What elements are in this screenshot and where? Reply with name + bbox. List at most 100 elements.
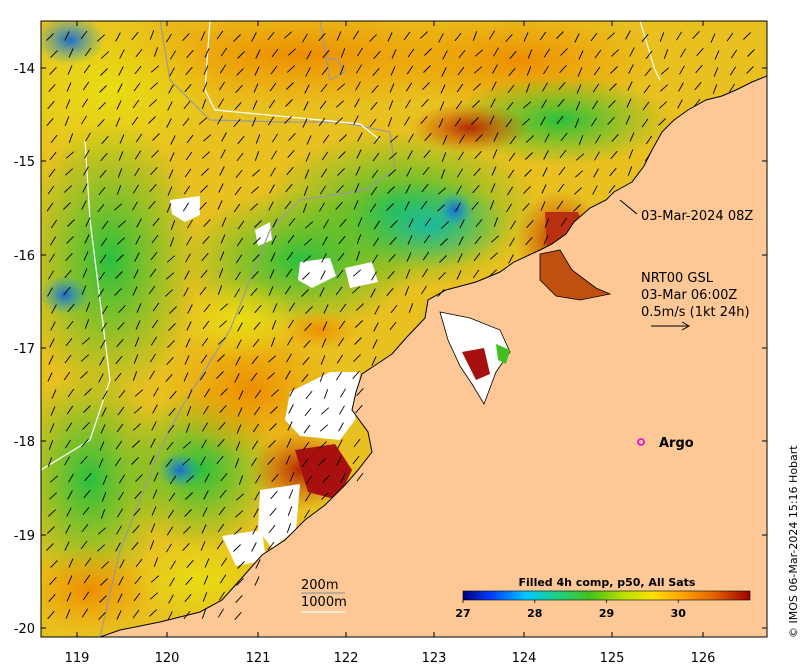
wind-vector <box>218 422 226 430</box>
wind-vector <box>97 203 105 213</box>
wind-vector <box>356 149 362 159</box>
wind-vector <box>594 151 600 161</box>
wind-vector <box>318 458 326 466</box>
wind-vector <box>354 337 362 345</box>
wind-vector <box>234 102 242 110</box>
wind-vector <box>48 270 54 280</box>
wind-vector <box>148 99 158 107</box>
wind-vector <box>254 576 260 586</box>
wind-vector <box>437 187 447 195</box>
wind-vector <box>490 98 496 108</box>
wind-vector <box>236 68 244 76</box>
wind-vector <box>151 506 157 516</box>
wind-vector <box>696 48 704 56</box>
colorbar-tick-label: 29 <box>599 607 614 620</box>
wind-vector <box>117 168 123 178</box>
wind-vector <box>170 220 176 230</box>
wind-vector <box>132 524 140 534</box>
wind-vector <box>84 149 90 159</box>
wind-vector <box>170 135 176 145</box>
wind-vector <box>134 575 142 585</box>
wind-vector <box>543 65 549 75</box>
wind-vector <box>50 50 58 58</box>
wind-vector <box>387 117 393 127</box>
wind-vector <box>168 84 174 94</box>
wind-vector <box>288 302 296 312</box>
wind-vector <box>203 65 209 75</box>
wind-vector <box>405 99 411 109</box>
wind-vector <box>491 81 497 91</box>
wind-vector <box>593 66 601 76</box>
wind-vector <box>474 49 484 57</box>
wind-vector <box>200 185 208 193</box>
wind-vector <box>693 98 701 108</box>
wind-vector <box>49 492 57 500</box>
wind-vector <box>301 373 309 383</box>
wind-vector <box>168 594 174 604</box>
wind-vector <box>336 31 342 41</box>
wind-vector <box>271 474 279 482</box>
wind-vector <box>288 404 294 414</box>
wind-vector <box>186 406 192 416</box>
wind-vector <box>136 303 142 313</box>
wind-vector <box>185 338 191 348</box>
wind-vector <box>67 303 75 313</box>
wind-vector <box>251 117 257 127</box>
wind-vector <box>678 82 684 92</box>
wind-vector <box>135 133 143 143</box>
wind-vector <box>250 372 258 382</box>
wind-vector <box>150 438 156 448</box>
wind-vector <box>369 34 377 42</box>
wind-vector <box>46 202 54 212</box>
wind-vector <box>287 150 295 158</box>
wind-vector <box>63 185 73 193</box>
map-plot-area <box>41 21 767 637</box>
wind-vector <box>255 134 261 144</box>
wind-vector <box>132 371 138 381</box>
wind-vector <box>625 30 631 40</box>
wind-vector <box>440 84 446 94</box>
wind-vector <box>100 68 108 76</box>
wind-vector <box>218 506 226 516</box>
wind-vector <box>405 82 413 92</box>
wind-vector <box>237 322 243 332</box>
wind-vector <box>116 254 124 262</box>
wind-vector <box>352 370 360 380</box>
wind-vector <box>390 66 396 76</box>
wind-vector <box>255 49 261 59</box>
wind-vector <box>305 475 313 485</box>
wind-vector <box>98 186 106 196</box>
wind-vector <box>65 439 71 449</box>
wind-vector <box>134 490 142 500</box>
wind-vector <box>303 424 311 434</box>
wind-vector <box>203 218 211 228</box>
wind-vector <box>202 82 208 92</box>
wind-vector <box>119 134 125 144</box>
wind-vector <box>80 456 88 464</box>
wind-vector <box>441 67 447 77</box>
wind-vector <box>455 202 461 212</box>
wind-vector <box>235 356 241 366</box>
wind-vector <box>83 64 91 74</box>
wind-vector <box>237 561 245 569</box>
x-tick-label: 119 <box>65 651 90 666</box>
wind-vector <box>607 116 615 126</box>
wind-vector <box>100 561 110 569</box>
wind-vector <box>49 423 55 433</box>
wind-vector <box>150 592 158 600</box>
wind-vector <box>628 64 634 74</box>
wind-vector <box>81 98 89 108</box>
wind-vector <box>84 388 92 396</box>
wind-vector <box>490 183 496 193</box>
wind-vector <box>302 356 310 366</box>
wind-vector <box>134 150 142 160</box>
wind-vector <box>204 48 210 58</box>
wind-vector <box>558 166 566 176</box>
wind-vector <box>371 356 377 366</box>
wind-vector <box>134 389 144 397</box>
wind-vector <box>249 203 259 211</box>
wind-vector <box>337 337 345 347</box>
wind-vector <box>63 286 71 296</box>
wind-vector <box>729 83 735 93</box>
wind-vector <box>251 457 257 467</box>
